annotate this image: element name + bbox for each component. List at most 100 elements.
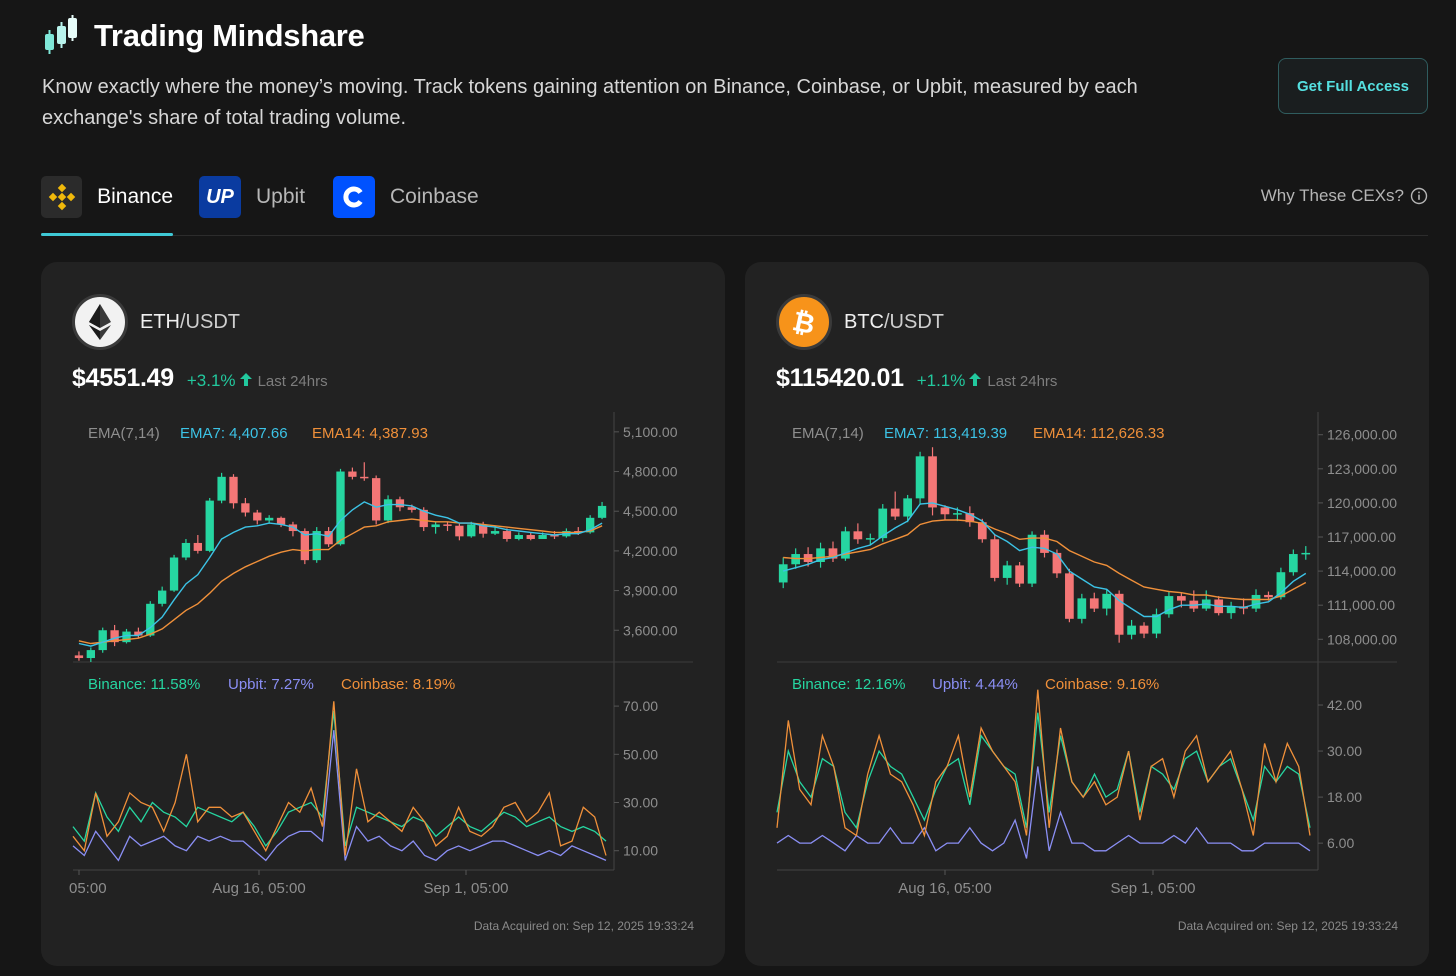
y-tick-label: 4,500.00 xyxy=(623,503,678,519)
candle-body xyxy=(1164,596,1174,615)
btc-usdt-card: ₿ BTC/USDT $115420.01 +1.1% Last 24hrs 1… xyxy=(745,262,1429,966)
candle-body xyxy=(490,531,500,534)
y-tick-label: 123,000.00 xyxy=(1327,461,1397,477)
candle-body xyxy=(865,538,875,540)
binance-share-legend: Binance: 11.58% xyxy=(88,676,200,693)
candle-body xyxy=(1264,594,1273,598)
ema-legend-title: EMA(7,14) xyxy=(792,425,864,442)
binance-icon xyxy=(41,176,83,218)
candle-body xyxy=(300,531,309,561)
ema14-line xyxy=(78,518,603,645)
candle-body xyxy=(407,507,416,510)
tab-upbit[interactable]: UP Upbit xyxy=(199,176,309,234)
coinbase-share-legend: Coinbase: 9.16% xyxy=(1045,676,1159,693)
candle-body xyxy=(1127,625,1136,635)
share-tick-label: 30.00 xyxy=(1327,743,1362,759)
candle-body xyxy=(1077,598,1087,619)
ema14-legend: EMA14: 112,626.33 xyxy=(1033,425,1164,442)
tab-label: Binance xyxy=(97,185,173,208)
page-title: Trading Mindshare xyxy=(94,18,365,53)
candle-body xyxy=(597,505,607,518)
candle-body xyxy=(538,535,547,539)
candle-body xyxy=(276,517,286,525)
candle-body xyxy=(181,542,191,558)
candle-body xyxy=(816,548,825,562)
get-full-access-button[interactable]: Get Full Access xyxy=(1278,58,1428,114)
coinbase-share-legend: Coinbase: 8.19% xyxy=(341,676,455,693)
candle-body xyxy=(915,456,925,499)
candle-body xyxy=(1114,593,1124,635)
candle-body xyxy=(903,498,912,517)
coinbase-share-line xyxy=(72,701,607,856)
share-tick-label: 42.00 xyxy=(1327,697,1362,713)
candle-body xyxy=(841,531,850,559)
change-period: Last 24hrs xyxy=(987,373,1058,390)
candle-body xyxy=(550,535,559,537)
y-tick-label: 117,000.00 xyxy=(1327,529,1396,545)
x-tick-label: 05:00 xyxy=(69,880,107,897)
candle-body xyxy=(1152,614,1161,634)
arrow-up-icon xyxy=(239,373,252,386)
tab-label: Coinbase xyxy=(390,185,479,208)
why-these-cexs-link[interactable]: Why These CEXs? xyxy=(1261,186,1428,206)
candle-body xyxy=(778,564,788,583)
candle-body xyxy=(1040,534,1049,553)
candle-body xyxy=(122,631,131,643)
y-tick-label: 5,100.00 xyxy=(623,424,678,440)
candle-body xyxy=(1301,552,1311,555)
price-change: +3.1% xyxy=(186,371,236,390)
candle-body xyxy=(828,548,838,559)
candle-body xyxy=(74,655,84,659)
tab-binance[interactable]: Binance xyxy=(41,176,173,236)
candle-body xyxy=(146,603,155,636)
current-price: $115420.01 xyxy=(776,364,904,392)
y-tick-label: 114,000.00 xyxy=(1327,563,1396,579)
candle-body xyxy=(312,531,321,561)
candle-body xyxy=(419,509,428,528)
btc-price-chart[interactable]: 126,000.00 123,000.00 120,000.00 117,000.00… xyxy=(745,262,1429,966)
y-tick-label: 120,000.00 xyxy=(1327,495,1397,511)
candle-body xyxy=(348,471,357,477)
candle-body xyxy=(526,535,535,539)
candle-body xyxy=(253,512,262,521)
candle-body xyxy=(383,499,393,521)
y-tick-label: 3,600.00 xyxy=(623,622,678,638)
ema14-legend: EMA14: 4,387.93 xyxy=(312,425,428,442)
tab-coinbase[interactable]: Coinbase xyxy=(333,176,483,234)
candle-body xyxy=(928,456,937,508)
candle-body xyxy=(372,478,381,521)
candle-body xyxy=(336,471,345,545)
candle-body xyxy=(586,517,595,533)
candle-body xyxy=(1139,625,1149,634)
ema7-legend: EMA7: 4,407.66 xyxy=(180,425,288,442)
candle-body xyxy=(853,531,863,540)
eth-price-chart[interactable]: 5,100.00 4,800.00 4,500.00 4,200.00 3,900.00… xyxy=(41,262,725,966)
why-label: Why These CEXs? xyxy=(1260,186,1404,205)
candle-body xyxy=(1102,593,1112,609)
upbit-share-line xyxy=(776,766,1311,859)
stacked-candles-logo xyxy=(45,15,77,54)
candle-body xyxy=(890,508,900,517)
candle-body xyxy=(431,524,440,528)
y-tick-label: 111,000.00 xyxy=(1327,597,1395,613)
candle-body xyxy=(395,499,405,508)
upbit-share-legend: Upbit: 4.44% xyxy=(932,676,1018,693)
binance-share-legend: Binance: 12.16% xyxy=(792,676,905,693)
ema7-line xyxy=(783,502,1307,618)
y-tick-label: 4,200.00 xyxy=(623,543,678,559)
data-acquired-timestamp: Data Acquired on: Sep 12, 2025 19:33:24 xyxy=(1177,919,1398,933)
candle-body xyxy=(324,531,333,545)
candle-body xyxy=(1276,572,1286,598)
candle-body xyxy=(953,513,962,515)
coinbase-icon xyxy=(333,176,375,218)
ema14-line xyxy=(783,519,1307,601)
tab-label: Upbit xyxy=(256,185,306,208)
candle-body xyxy=(169,557,179,591)
eth-usdt-card: ETH/USDT $4551.49 +3.1% Last 24hrs 5,100… xyxy=(41,262,725,966)
candle-body xyxy=(1052,552,1062,574)
candle-body xyxy=(1251,594,1261,609)
candle-body xyxy=(110,630,119,643)
candle-body xyxy=(1177,596,1186,601)
candle-body xyxy=(86,650,95,659)
upbit-icon: UP xyxy=(199,176,241,218)
